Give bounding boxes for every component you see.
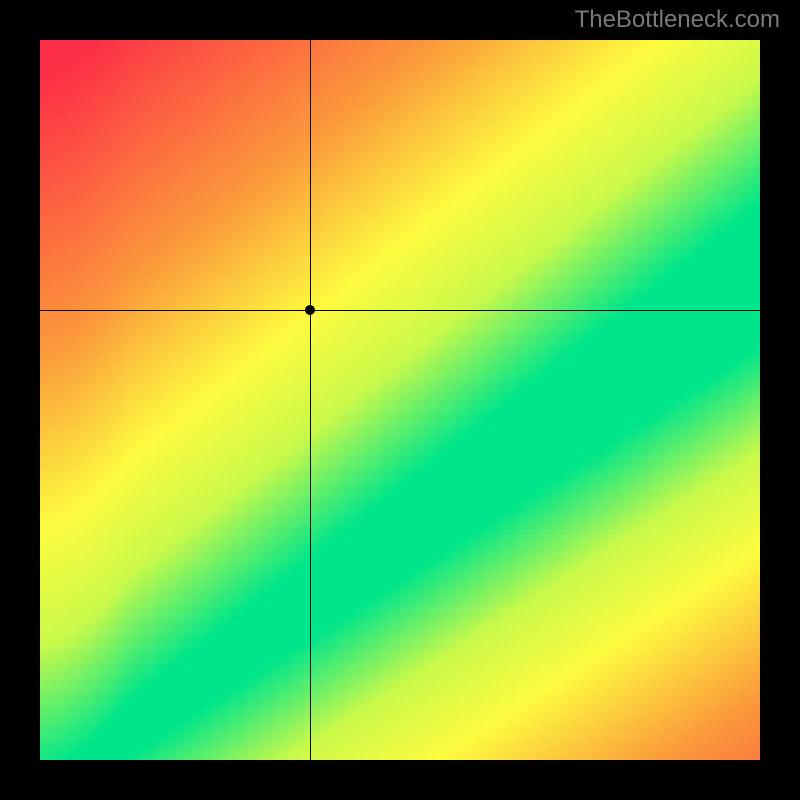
crosshair-vertical bbox=[310, 40, 311, 760]
crosshair-marker bbox=[305, 305, 315, 315]
chart-container: TheBottleneck.com bbox=[0, 0, 800, 800]
watermark-text: TheBottleneck.com bbox=[575, 6, 780, 34]
heatmap-canvas bbox=[40, 40, 760, 760]
crosshair-horizontal bbox=[40, 310, 760, 311]
